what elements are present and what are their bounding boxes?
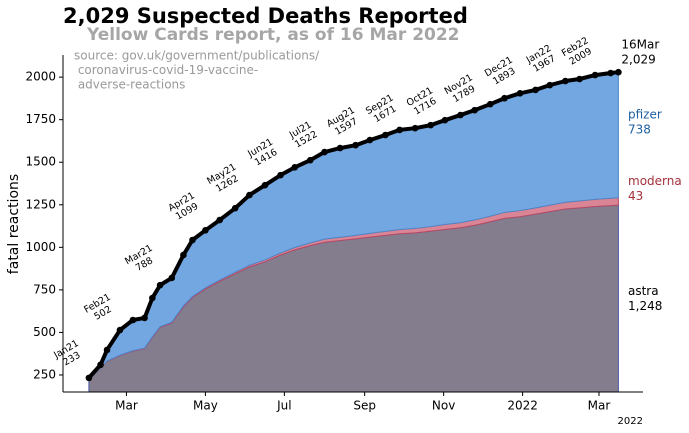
total-marker — [501, 94, 508, 102]
annotation-value: 2,029 — [621, 53, 655, 67]
total-marker — [607, 69, 614, 77]
total-marker — [246, 191, 253, 199]
chart-subtitle: Yellow Cards report, as of 16 Mar 2022 — [86, 25, 460, 45]
total-marker — [291, 164, 299, 171]
total-marker — [471, 106, 478, 114]
total-marker — [441, 116, 449, 124]
total-marker — [457, 111, 464, 119]
x-offset-label: 2022 — [618, 416, 643, 427]
total-marker — [129, 316, 137, 324]
total-marker — [202, 227, 209, 234]
total-marker — [591, 71, 599, 79]
series-value-label: 43 — [628, 189, 643, 203]
y-tick-label: 1000 — [25, 240, 56, 254]
total-marker — [231, 204, 239, 212]
x-tick-label: Nov — [432, 399, 455, 413]
total-marker — [396, 126, 403, 134]
total-marker — [116, 326, 124, 334]
total-marker — [576, 75, 583, 83]
total-marker — [562, 77, 569, 85]
total-marker — [189, 236, 196, 244]
x-tick-label: 2022 — [507, 399, 538, 413]
y-tick-label: 750 — [33, 282, 56, 296]
y-tick-label: 1250 — [25, 197, 56, 211]
source-text: adverse-reactions — [74, 78, 185, 92]
x-tick-label: Sep — [353, 399, 376, 413]
total-marker — [180, 251, 187, 259]
total-marker — [306, 156, 314, 164]
y-tick-label: 1500 — [25, 155, 56, 169]
x-tick-label: Mar — [115, 399, 138, 413]
total-marker — [216, 216, 223, 224]
series-label: moderna — [628, 174, 682, 188]
total-marker — [427, 121, 434, 129]
total-marker — [321, 148, 328, 156]
annotation-label: 16Mar — [621, 38, 659, 52]
total-marker — [546, 81, 554, 89]
series-label: astra — [628, 284, 659, 298]
total-marker — [277, 171, 284, 179]
chart-title: 2,029 Suspected Deaths Reported — [63, 4, 468, 28]
y-tick-label: 1750 — [25, 112, 56, 126]
y-tick-label: 2000 — [25, 70, 56, 84]
total-marker — [168, 274, 176, 282]
total-marker — [85, 374, 93, 382]
total-marker — [516, 89, 524, 97]
total-marker — [532, 86, 539, 94]
y-tick-label: 500 — [33, 325, 56, 339]
total-marker — [411, 124, 419, 132]
series-value-label: 1,248 — [628, 299, 662, 313]
x-tick-label: Jul — [276, 399, 291, 413]
total-marker — [149, 294, 156, 302]
y-tick-label: 250 — [33, 367, 56, 381]
total-marker — [615, 68, 622, 76]
total-marker — [352, 141, 359, 149]
total-marker — [486, 100, 494, 108]
total-marker — [366, 136, 374, 144]
series-label: pfizer — [628, 107, 662, 121]
total-marker — [141, 314, 148, 322]
total-line — [87, 70, 619, 380]
total-marker — [97, 361, 104, 369]
y-axis-label: fatal reactions — [6, 174, 22, 274]
total-marker — [103, 346, 111, 354]
source-text: coronavirus-covid-19-vaccine- — [74, 63, 258, 77]
series-value-label: 738 — [628, 122, 651, 136]
total-marker — [261, 181, 269, 189]
total-marker — [336, 144, 344, 152]
total-marker — [156, 281, 164, 289]
source-text: source: gov.uk/government/publications/ — [74, 49, 320, 63]
total-marker — [382, 131, 389, 139]
x-tick-label: Mar — [588, 399, 611, 413]
x-tick-label: May — [193, 399, 218, 413]
